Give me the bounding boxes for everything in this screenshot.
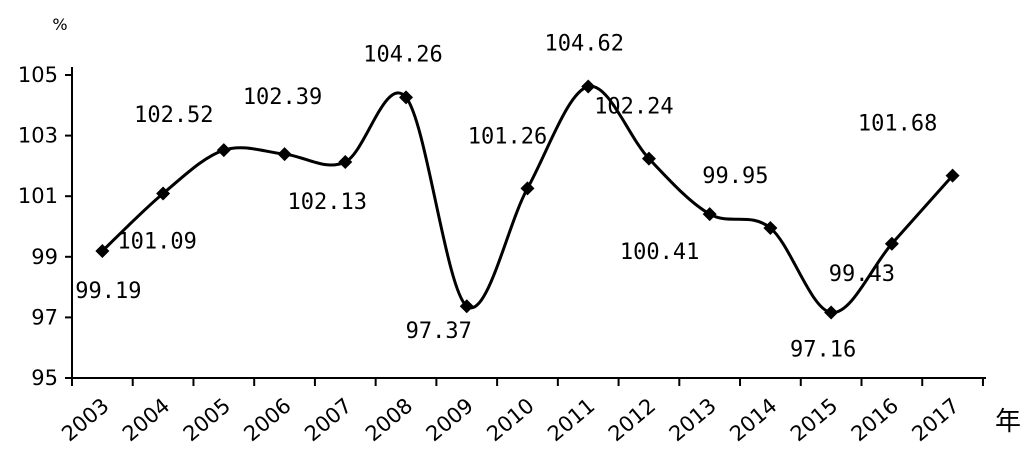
data-point-marker: [277, 147, 292, 162]
data-point-marker: [399, 90, 414, 105]
data-point-marker: [338, 154, 353, 169]
x-tick-label: 2010: [482, 393, 538, 446]
series-markers: [95, 79, 960, 320]
y-axis-unit: %: [52, 15, 67, 34]
axes: [71, 67, 986, 379]
y-tick-label: 101: [18, 184, 58, 208]
data-point-marker: [945, 168, 960, 183]
data-label: 97.37: [406, 319, 472, 344]
series-line: [101, 84, 954, 315]
data-point-marker: [95, 244, 110, 259]
data-point-marker: [520, 181, 535, 196]
data-label: 102.24: [594, 95, 673, 120]
x-axis-ticks: 2003 2004 2005 2006 2007 2008 2009 2010 2011 2012…: [57, 378, 984, 446]
x-tick-label: 2004: [118, 393, 174, 446]
data-label: 101.26: [468, 124, 547, 149]
data-point-marker: [824, 305, 839, 320]
data-label: 101.68: [858, 112, 937, 137]
x-tick-label: 2016: [847, 393, 903, 446]
data-label: 97.16: [790, 338, 856, 363]
data-point-marker: [459, 299, 474, 314]
x-tick-label: 2014: [725, 393, 781, 446]
y-tick-label: 103: [18, 124, 58, 148]
y-tick-label: 97: [31, 305, 58, 329]
data-label: 100.41: [620, 240, 699, 265]
x-tick-label: 2008: [361, 393, 417, 446]
data-label: 99.43: [829, 262, 895, 287]
data-label: 99.19: [75, 279, 141, 304]
data-label: 102.39: [243, 85, 322, 110]
data-label: 102.52: [134, 103, 213, 128]
data-point-marker: [763, 221, 778, 236]
data-label: 104.62: [544, 32, 623, 57]
y-tick-label: 99: [31, 245, 58, 269]
x-tick-label: 2013: [665, 393, 721, 446]
x-axis-unit: 年: [995, 407, 1021, 437]
x-tick-label: 2012: [604, 393, 660, 446]
x-tick-label: 2017: [907, 393, 963, 446]
x-tick-label: 2005: [179, 393, 235, 446]
data-labels: 99.19 101.09 102.52 102.39 102.13 104.26 97.37…: [75, 32, 937, 363]
y-axis-ticks: 95 97 99 101 103 105: [18, 63, 72, 390]
data-label: 102.13: [288, 190, 367, 215]
y-tick-label: 105: [18, 63, 58, 87]
x-tick-label: 2007: [300, 393, 356, 446]
data-label: 99.95: [702, 164, 768, 189]
data-label: 101.09: [117, 229, 196, 254]
x-tick-label: 2011: [543, 393, 599, 446]
x-tick-label: 2015: [786, 393, 842, 446]
y-tick-label: 95: [31, 366, 58, 390]
data-point-marker: [702, 207, 717, 222]
data-point-marker: [156, 186, 171, 201]
data-point-marker: [216, 143, 231, 158]
data-point-marker: [884, 236, 899, 251]
x-tick-label: 2003: [57, 393, 113, 446]
data-label: 104.26: [363, 42, 442, 67]
x-tick-label: 2009: [422, 393, 478, 446]
data-point-marker: [641, 151, 656, 166]
x-tick-label: 2006: [239, 393, 295, 446]
data-point-marker: [581, 79, 596, 94]
